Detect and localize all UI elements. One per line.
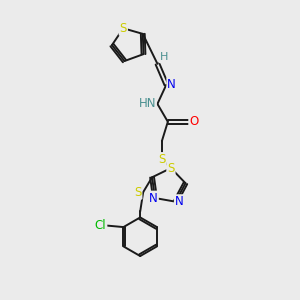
Text: O: O bbox=[189, 115, 199, 128]
Text: H: H bbox=[160, 52, 168, 62]
Text: Cl: Cl bbox=[95, 219, 106, 232]
Text: N: N bbox=[167, 78, 176, 91]
Text: S: S bbox=[134, 186, 142, 199]
Text: S: S bbox=[167, 162, 175, 175]
Text: N: N bbox=[149, 192, 158, 205]
Text: S: S bbox=[120, 22, 127, 35]
Text: S: S bbox=[158, 153, 166, 166]
Text: HN: HN bbox=[138, 98, 156, 110]
Text: N: N bbox=[175, 195, 184, 208]
